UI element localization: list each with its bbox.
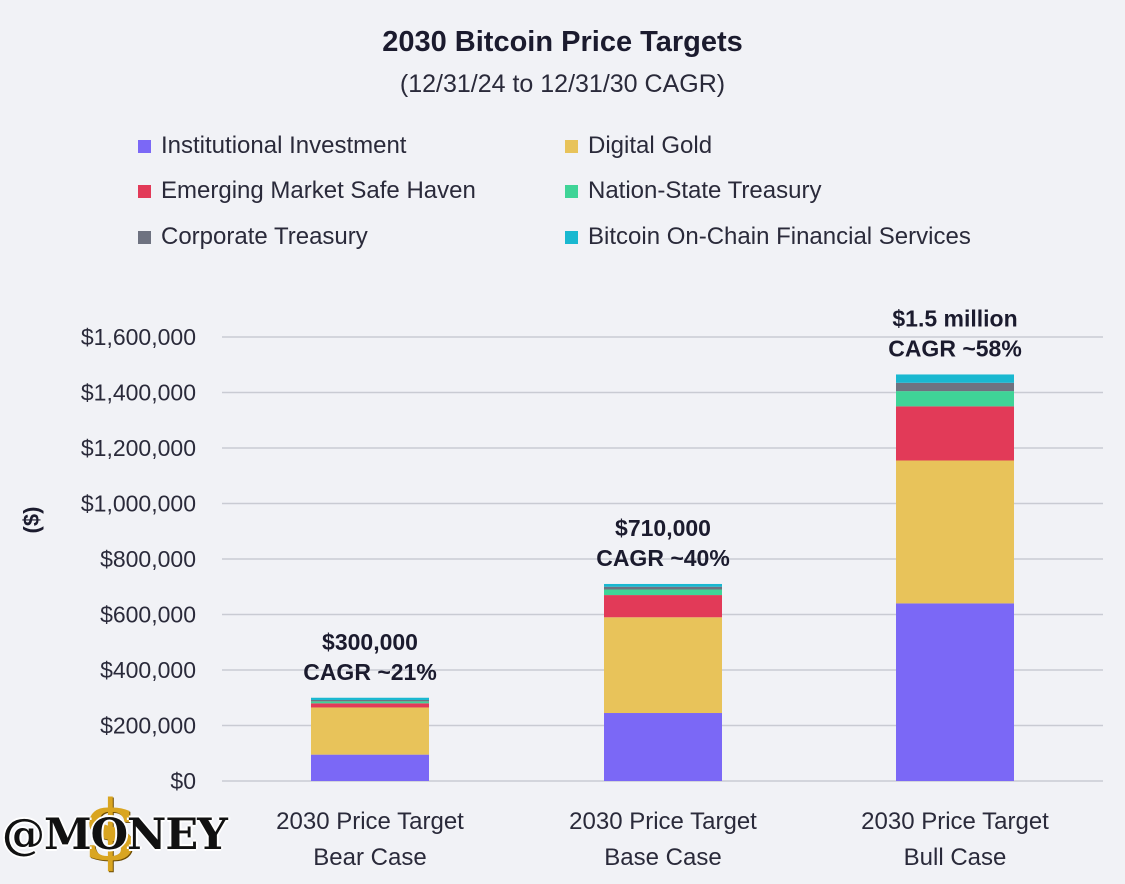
y-tick-label: $200,000 [100,713,196,739]
legend-label: Bitcoin On-Chain Financial Services [588,223,971,250]
legend-swatch [565,230,578,244]
y-tick-label: $1,400,000 [81,380,196,406]
legend-item: Corporate Treasury [138,222,368,252]
legend-swatch [565,139,578,153]
bar-segment [604,713,722,781]
bar-segment [311,697,429,700]
legend-item: Nation-State Treasury [565,176,821,206]
bar-segment [896,603,1014,781]
bar-segment [896,382,1014,392]
bar-price-label: $1.5 million [892,305,1017,331]
bar-segment [604,589,722,596]
y-tick-label: $1,200,000 [81,435,196,461]
legend-item: Institutional Investment [138,131,406,161]
legend-item: Bitcoin On-Chain Financial Services [565,222,971,252]
legend-swatch [138,184,151,198]
y-tick-label: $800,000 [100,546,196,572]
legend-label: Digital Gold [588,132,713,159]
bar-segment [311,699,429,702]
bar-cagr-label: CAGR ~21% [303,659,437,685]
y-tick-label: $1,000,000 [81,491,196,517]
y-tick-label: $400,000 [100,657,196,683]
legend-swatch [565,184,578,198]
legend-swatch [138,230,151,244]
bar-segment [896,460,1014,604]
y-tick-label: $600,000 [100,602,196,628]
legend-label: Institutional Investment [161,132,407,159]
x-tick-label: Base Case [604,844,721,871]
bar-segment [604,586,722,590]
legend-label: Nation-State Treasury [588,177,822,204]
bar-segment [604,583,722,587]
x-tick-label: 2030 Price Target [569,808,757,835]
bar-segment [311,754,429,781]
watermark-text: @MONEY [2,810,228,860]
bar-segment [311,707,429,755]
bar-segment [311,701,429,704]
bar-segment [604,595,722,618]
x-tick-label: 2030 Price Target [861,808,1049,835]
bar-cagr-label: CAGR ~58% [888,335,1022,361]
x-tick-label: 2030 Price Target [276,808,464,835]
y-axis-label: ($) [19,507,44,534]
y-tick-label: $1,600,000 [81,324,196,350]
bar-segment [604,617,722,714]
bar-segment [896,406,1014,461]
bar-cagr-label: CAGR ~40% [596,545,730,571]
x-tick-label: Bull Case [904,844,1007,871]
legend-item: Emerging Market Safe Haven [138,176,476,206]
x-tick-label: Bear Case [313,844,426,871]
legend-label: Corporate Treasury [161,223,368,250]
y-tick-label: $0 [170,768,196,794]
bar-segment [896,391,1014,407]
bar-segment [896,374,1014,383]
legend-label: Emerging Market Safe Haven [161,177,476,204]
bar-price-label: $710,000 [615,515,711,541]
bar-segment [311,703,429,708]
chart-title: 2030 Bitcoin Price Targets [382,26,743,58]
bar-price-label: $300,000 [322,629,418,655]
legend-swatch [138,139,151,153]
dollar-sign-icon: $ [82,783,140,879]
legend-item: Digital Gold [565,131,712,161]
chart-subtitle: (12/31/24 to 12/31/30 CAGR) [399,70,726,98]
watermark-logo: $ @MONEY [2,783,228,884]
